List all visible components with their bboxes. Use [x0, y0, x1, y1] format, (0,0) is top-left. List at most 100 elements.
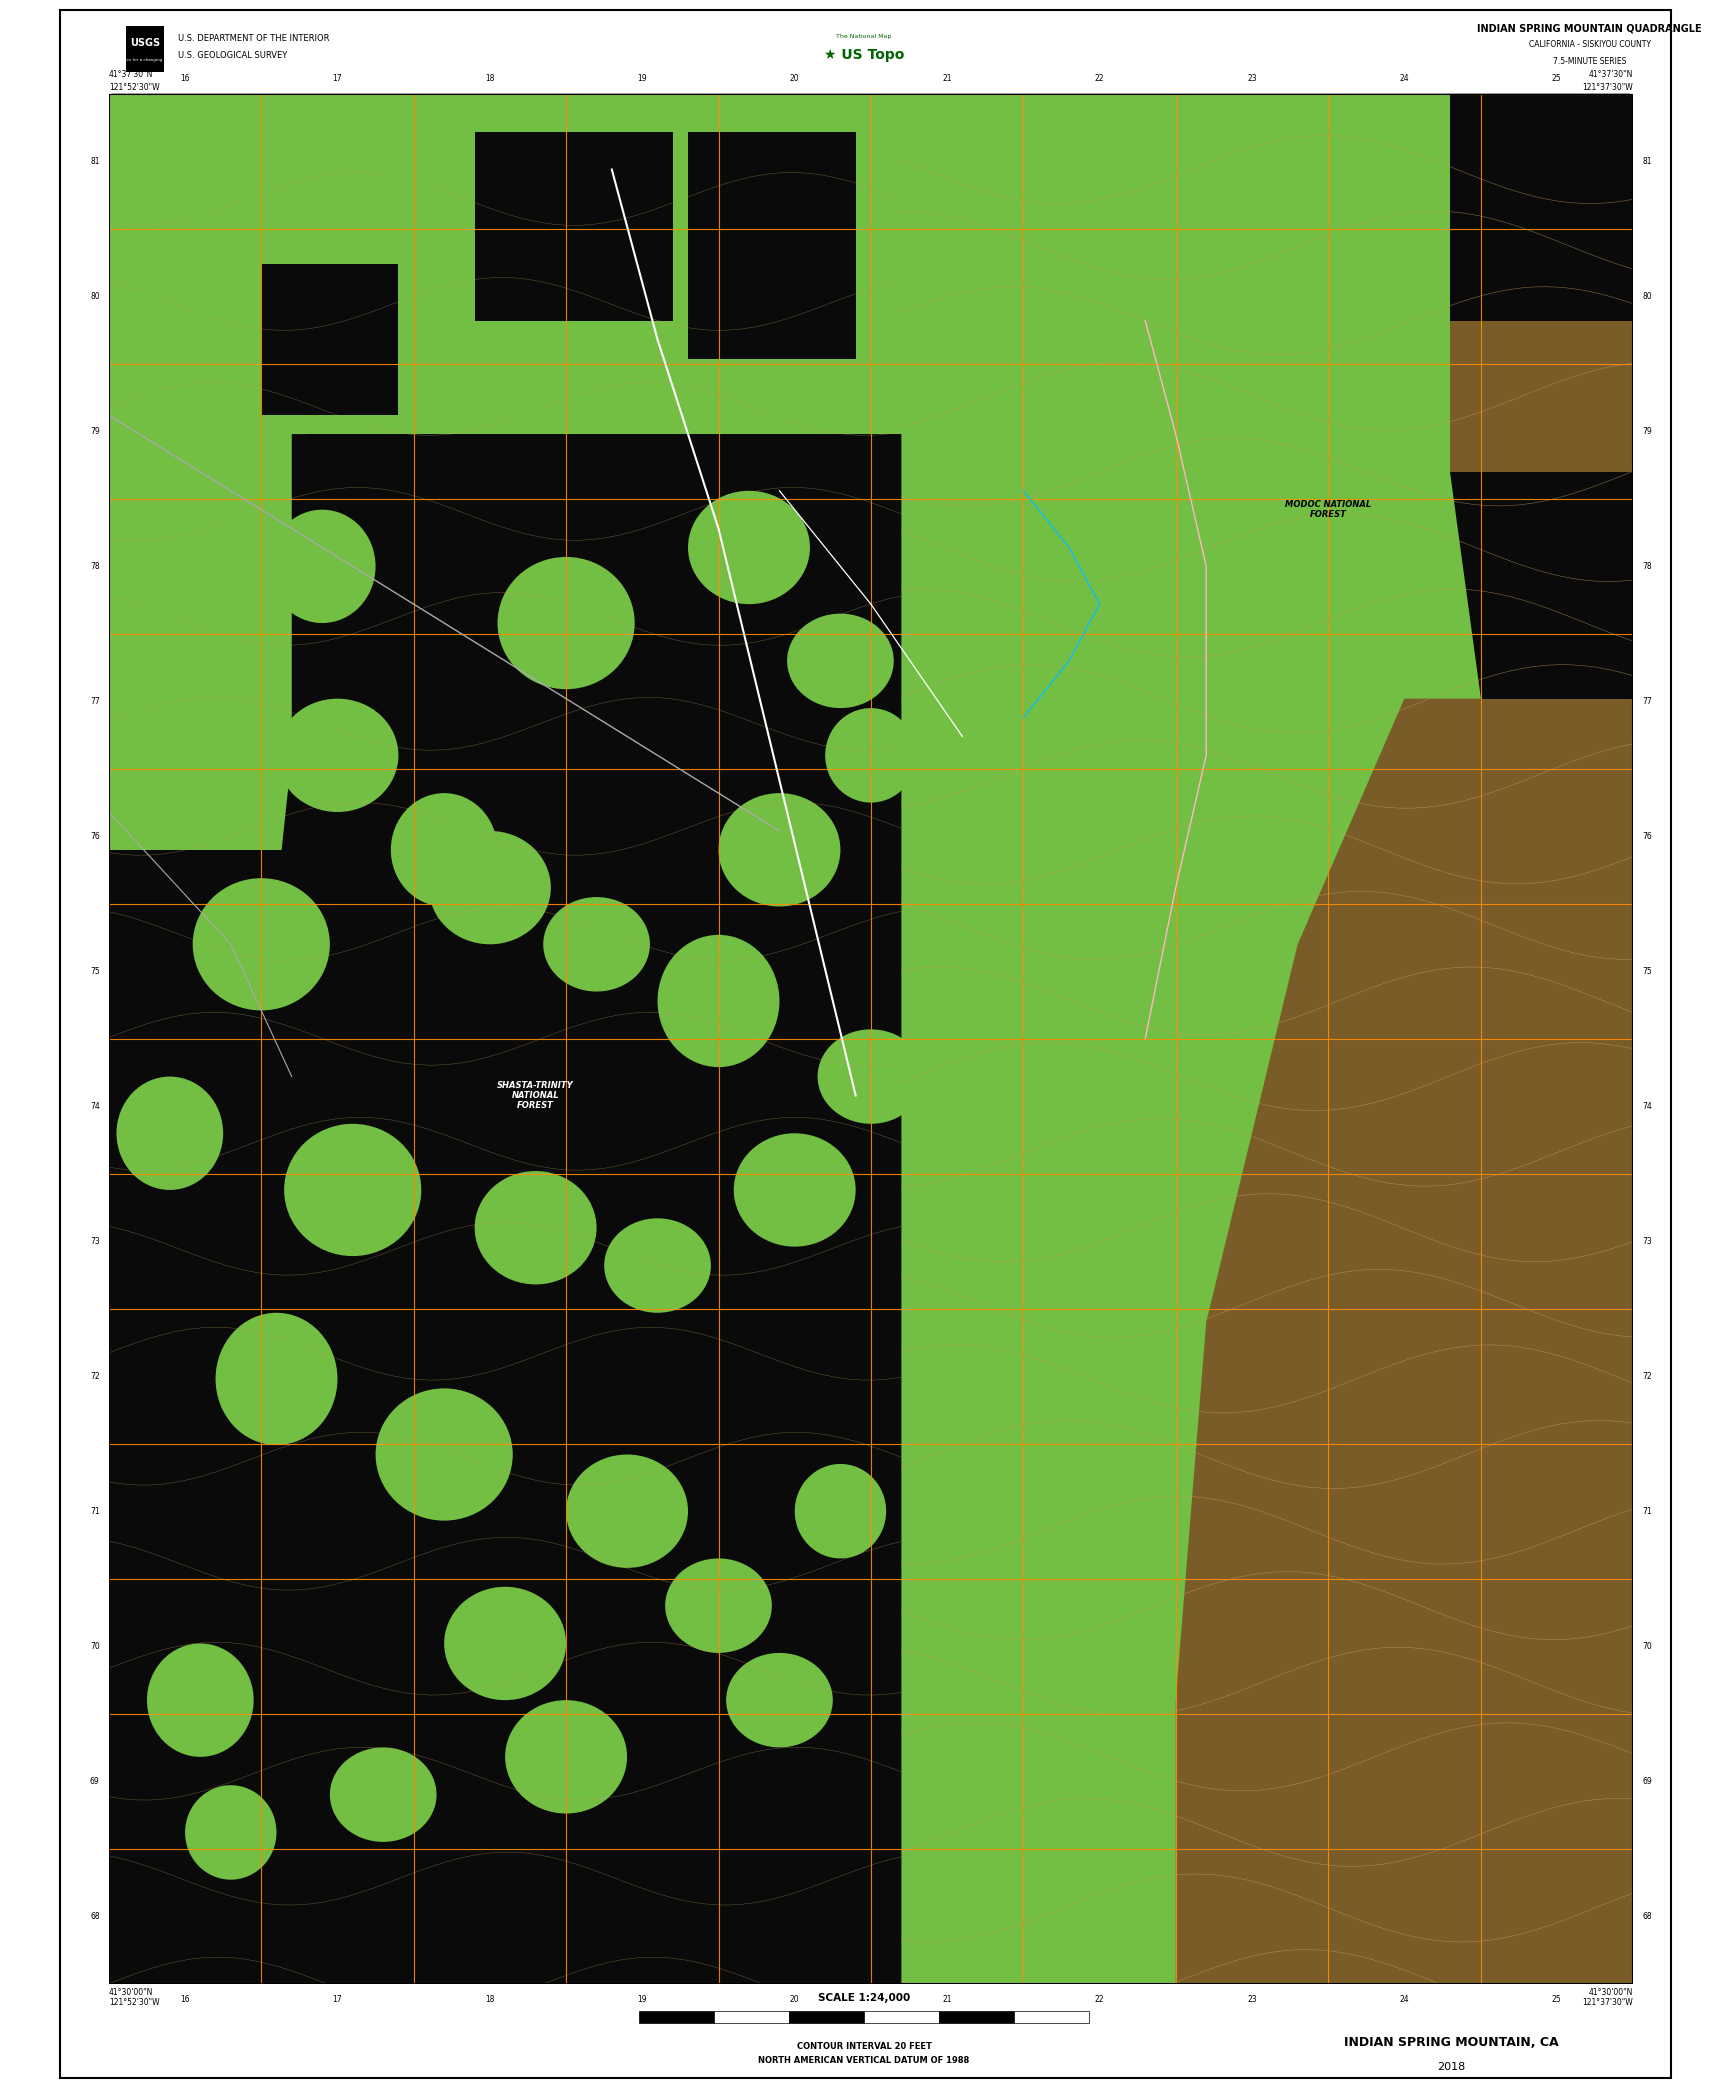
Text: 73: 73: [1642, 1236, 1652, 1247]
Ellipse shape: [270, 509, 375, 622]
Text: 68: 68: [90, 1913, 100, 1921]
Text: 77: 77: [1642, 697, 1652, 706]
Text: ★ US Topo: ★ US Topo: [824, 48, 904, 63]
Text: 121°52'30"W: 121°52'30"W: [109, 84, 159, 92]
Text: 18: 18: [486, 1994, 494, 2004]
Text: 70: 70: [1642, 1641, 1652, 1652]
Bar: [864, 2011, 938, 2023]
Bar: [938, 2011, 1014, 2023]
Ellipse shape: [131, 633, 270, 764]
Ellipse shape: [498, 557, 634, 689]
Ellipse shape: [688, 491, 810, 603]
Text: 74: 74: [1642, 1102, 1652, 1111]
Text: 78: 78: [1642, 562, 1652, 570]
Ellipse shape: [375, 1389, 513, 1520]
Text: 72: 72: [90, 1372, 100, 1380]
Bar: [1450, 94, 1633, 322]
Text: INDIAN SPRING MOUNTAIN, CA: INDIAN SPRING MOUNTAIN, CA: [1344, 2036, 1559, 2048]
Text: 41°37'30"N: 41°37'30"N: [109, 71, 154, 79]
Ellipse shape: [505, 1700, 627, 1814]
Text: 78: 78: [90, 562, 100, 570]
Text: 80: 80: [90, 292, 100, 301]
Polygon shape: [232, 434, 902, 1984]
Text: CALIFORNIA - SISKIYOU COUNTY: CALIFORNIA - SISKIYOU COUNTY: [1529, 40, 1650, 50]
Ellipse shape: [475, 1171, 596, 1284]
Text: 71: 71: [90, 1508, 100, 1516]
Text: SHASTA-TRINITY
NATIONAL
FOREST: SHASTA-TRINITY NATIONAL FOREST: [498, 1082, 574, 1111]
Ellipse shape: [658, 935, 779, 1067]
Text: SCALE 1:24,000: SCALE 1:24,000: [817, 1994, 911, 2002]
Bar: [109, 94, 902, 434]
Text: MODOC NATIONAL
FOREST: MODOC NATIONAL FOREST: [1286, 499, 1372, 520]
Ellipse shape: [283, 1123, 422, 1257]
Ellipse shape: [786, 614, 893, 708]
Text: 76: 76: [90, 831, 100, 841]
Ellipse shape: [276, 699, 399, 812]
Bar: [1014, 2011, 1089, 2023]
Ellipse shape: [391, 793, 498, 906]
Text: 2018: 2018: [1438, 2063, 1465, 2071]
Bar: [109, 434, 308, 850]
Bar: [714, 2011, 790, 2023]
Text: 25: 25: [1552, 1994, 1562, 2004]
Text: 41°37'30"N: 41°37'30"N: [1588, 71, 1633, 79]
Text: 21: 21: [942, 73, 952, 84]
Text: 19: 19: [638, 73, 646, 84]
Text: 17: 17: [334, 73, 342, 84]
Text: The National Map: The National Map: [836, 33, 892, 40]
Text: 7.5-MINUTE SERIES: 7.5-MINUTE SERIES: [1553, 56, 1626, 67]
Text: 25: 25: [1552, 73, 1562, 84]
Text: U.S. GEOLOGICAL SURVEY: U.S. GEOLOGICAL SURVEY: [178, 50, 287, 61]
Text: 17: 17: [334, 1994, 342, 2004]
Text: 24: 24: [1400, 1994, 1408, 2004]
Text: 18: 18: [486, 73, 494, 84]
Text: 75: 75: [1642, 967, 1652, 975]
Text: 121°37'30"W: 121°37'30"W: [1583, 84, 1633, 92]
Ellipse shape: [719, 793, 840, 906]
Text: NORTH AMERICAN VERTICAL DATUM OF 1988: NORTH AMERICAN VERTICAL DATUM OF 1988: [759, 2057, 969, 2065]
Text: 79: 79: [1642, 426, 1652, 436]
Text: 70: 70: [90, 1641, 100, 1652]
Bar: [475, 132, 672, 322]
Text: 121°52'30"W: 121°52'30"W: [109, 1998, 159, 2007]
Text: 41°30'00"N: 41°30'00"N: [1588, 1988, 1633, 1996]
Polygon shape: [1175, 699, 1633, 1984]
Ellipse shape: [444, 1587, 567, 1700]
Ellipse shape: [817, 1029, 924, 1123]
Text: 80: 80: [1642, 292, 1652, 301]
Ellipse shape: [429, 831, 551, 944]
Ellipse shape: [567, 1455, 688, 1568]
Ellipse shape: [330, 1748, 437, 1842]
Ellipse shape: [826, 708, 916, 802]
Ellipse shape: [116, 1077, 223, 1190]
Ellipse shape: [665, 1558, 772, 1654]
Text: 121°37'30"W: 121°37'30"W: [1583, 1998, 1633, 2007]
Text: science for a changing world: science for a changing world: [116, 58, 175, 61]
Text: 24: 24: [1400, 73, 1408, 84]
Text: 22: 22: [1096, 73, 1104, 84]
Polygon shape: [1450, 94, 1633, 566]
Ellipse shape: [726, 1654, 833, 1748]
Text: 69: 69: [1642, 1777, 1652, 1785]
Text: USGS: USGS: [130, 38, 161, 48]
Text: 76: 76: [1642, 831, 1652, 841]
Ellipse shape: [795, 1464, 886, 1558]
Text: 19: 19: [638, 1994, 646, 2004]
Text: 22: 22: [1096, 1994, 1104, 2004]
Bar: [790, 2011, 864, 2023]
Bar: [688, 132, 855, 359]
Bar: [261, 263, 399, 416]
Bar: [109, 94, 947, 434]
Ellipse shape: [216, 1313, 337, 1445]
Text: 41°30'00"N: 41°30'00"N: [109, 1988, 154, 1996]
Ellipse shape: [147, 1643, 254, 1756]
Text: 74: 74: [90, 1102, 100, 1111]
Text: 21: 21: [942, 1994, 952, 2004]
Text: 71: 71: [1642, 1508, 1652, 1516]
Text: 23: 23: [1248, 1994, 1256, 2004]
Polygon shape: [1450, 472, 1633, 699]
Ellipse shape: [194, 879, 330, 1011]
Polygon shape: [902, 94, 1633, 1984]
Text: 75: 75: [90, 967, 100, 975]
Text: 81: 81: [90, 157, 100, 165]
